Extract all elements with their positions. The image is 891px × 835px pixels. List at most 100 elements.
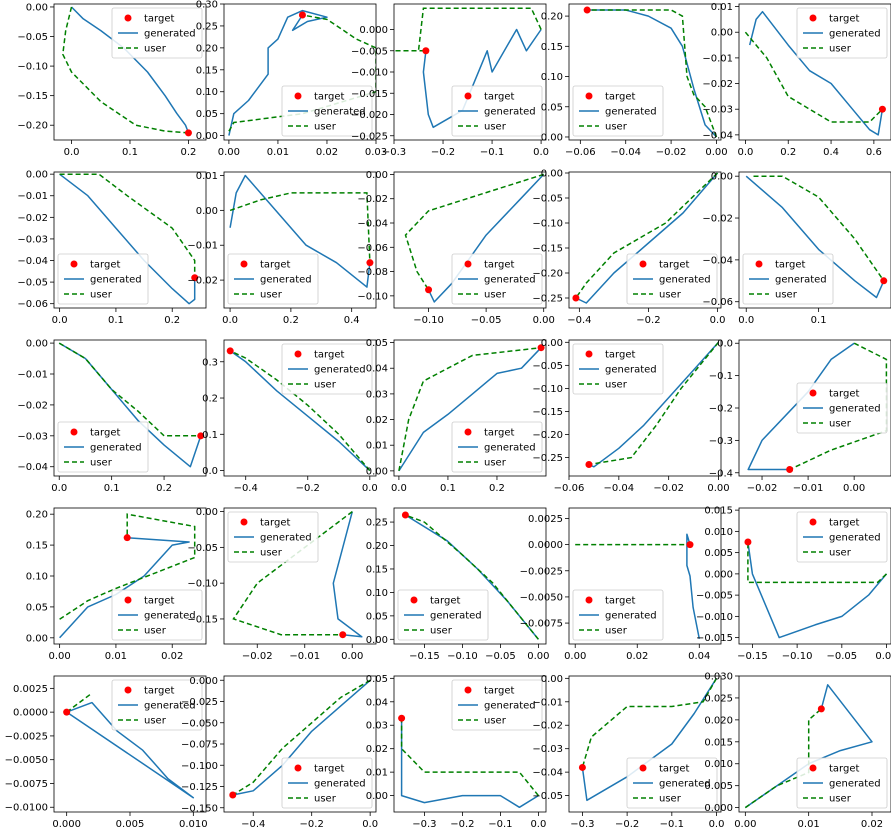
- legend-label-generated: generated: [484, 701, 536, 712]
- legend-label-user: user: [260, 290, 283, 301]
- legend: target generated user: [796, 7, 888, 59]
- subplot-1-4: 0.0 0.1 0.00 −0.02 −0.04 −0.06 target generated…: [702, 171, 891, 326]
- subplot-3-3: 0.00 0.02 0.04 0.0025 0.0000 −0.0025 −0.0050 −0…: [520, 507, 722, 662]
- legend-target-marker: [809, 14, 817, 22]
- user-line: [744, 31, 883, 123]
- user-line: [229, 192, 371, 263]
- legend-label-generated: generated: [144, 611, 196, 622]
- y-tick-label: 0.01: [366, 768, 388, 779]
- legend-label-target: target: [90, 260, 120, 271]
- y-tick-label: 0.00: [366, 466, 388, 477]
- y-tick-label: 0.00: [26, 633, 48, 644]
- y-tick-label: 0.04: [366, 697, 388, 708]
- legend-label-user: user: [144, 44, 167, 55]
- target-point: [401, 511, 409, 519]
- legend-box: [451, 253, 543, 305]
- y-tick-label: 0.00: [26, 170, 48, 181]
- legend-target-marker: [294, 764, 302, 772]
- x-tick-label: 0.0: [391, 483, 407, 494]
- y-tick-label: 0.20: [366, 541, 388, 552]
- x-tick-label: 0.2: [780, 147, 796, 158]
- legend-label-generated: generated: [430, 611, 482, 622]
- legend: target generated user: [227, 253, 319, 305]
- user-line: [400, 718, 539, 797]
- generated-line: [747, 342, 855, 471]
- legend-target-marker: [70, 428, 78, 436]
- subplot-3-4: −0.15 −0.10 −0.05 0.00 0.015 0.010 0.005 0.000 −…: [696, 506, 891, 662]
- legend-label-target: target: [260, 518, 290, 529]
- axes-frame: [738, 171, 891, 309]
- y-tick-label: −0.25: [532, 294, 563, 305]
- y-tick-label: 0.000: [704, 803, 733, 814]
- plot-area: [229, 174, 374, 288]
- y-tick-label: −0.010: [696, 612, 733, 623]
- axes-frame: [223, 507, 377, 645]
- legend: target generated user: [626, 253, 718, 305]
- y-tick-label: −0.04: [17, 256, 48, 267]
- y-tick-label: −0.015: [351, 89, 388, 100]
- legend-label-user: user: [484, 716, 507, 727]
- y-tick-label: 0.0000: [528, 540, 563, 551]
- target-point: [572, 294, 580, 302]
- x-tick-label: 0.03: [365, 147, 387, 158]
- x-tick-label: 0.0: [709, 819, 725, 830]
- generated-line: [686, 533, 701, 639]
- y-tick-label: 0.00: [541, 132, 563, 143]
- y-tick-label: 0.05: [26, 602, 48, 613]
- legend: target generated user: [572, 589, 664, 641]
- legend-label-user: user: [829, 419, 852, 430]
- y-tick-label: −0.02: [532, 721, 563, 732]
- legend-label-generated: generated: [260, 533, 312, 544]
- legend-label-target: target: [605, 596, 635, 607]
- x-tick-label: −0.02: [653, 483, 684, 494]
- y-tick-label: 0.10: [196, 87, 218, 98]
- legend-box: [796, 7, 888, 59]
- x-tick-label: 0.0: [222, 315, 238, 326]
- y-tick-label: 0.10: [26, 572, 48, 583]
- target-point: [197, 432, 205, 440]
- y-tick-label: −0.0050: [520, 592, 563, 603]
- legend-label-target: target: [484, 686, 514, 697]
- y-tick-label: 0.20: [26, 510, 48, 521]
- legend-target-marker: [124, 596, 132, 604]
- user-line: [66, 692, 93, 713]
- y-tick-label: 0.005: [704, 548, 733, 559]
- y-tick-label: 0.05: [196, 109, 218, 120]
- y-tick-label: 0.00: [711, 172, 733, 183]
- y-tick-label: −0.10: [532, 219, 563, 230]
- legend-target-marker: [809, 518, 817, 526]
- x-tick-label: 0.00: [533, 315, 555, 326]
- generated-line: [58, 342, 202, 468]
- axes-frame: [393, 507, 547, 645]
- legend-label-target: target: [430, 596, 460, 607]
- axes-frame: [738, 507, 891, 645]
- y-tick-label: 0.10: [541, 72, 563, 83]
- legend: target generated user: [111, 589, 203, 641]
- x-tick-label: −0.01: [793, 483, 824, 494]
- legend: target generated user: [742, 253, 834, 305]
- generated-line: [744, 684, 873, 809]
- subplot-1-0: 0.0 0.1 0.2 0.00 −0.01 −0.02 −0.03 −0.04 −0.05 −0…: [17, 170, 207, 326]
- y-tick-label: −0.03: [702, 105, 733, 116]
- x-tick-label: −0.2: [300, 819, 324, 830]
- legend-label-user: user: [90, 290, 113, 301]
- y-tick-label: −0.15: [17, 91, 48, 102]
- y-tick-label: 0.05: [541, 102, 563, 113]
- legend-label-target: target: [484, 92, 514, 103]
- subplot-0-3: −0.06 −0.04 −0.02 0.00 0.00 0.05 0.10 0.15 0.20 t…: [541, 3, 728, 158]
- x-tick-label: −0.02: [747, 483, 778, 494]
- y-tick-label: 0.0025: [528, 514, 563, 525]
- plot-area: [575, 533, 701, 639]
- y-tick-label: −0.03: [532, 744, 563, 755]
- target-point: [585, 460, 593, 468]
- y-tick-label: 0.25: [366, 518, 388, 529]
- y-tick-label: −0.03: [17, 234, 48, 245]
- legend-label-target: target: [659, 764, 689, 775]
- legend-label-generated: generated: [659, 275, 711, 286]
- user-line: [587, 9, 718, 138]
- x-tick-label: −0.10: [447, 651, 478, 662]
- y-tick-label: 0.2: [202, 394, 218, 405]
- legend-label-user: user: [605, 626, 628, 637]
- y-tick-label: 0.0: [717, 339, 733, 350]
- x-tick-label: −0.15: [409, 651, 440, 662]
